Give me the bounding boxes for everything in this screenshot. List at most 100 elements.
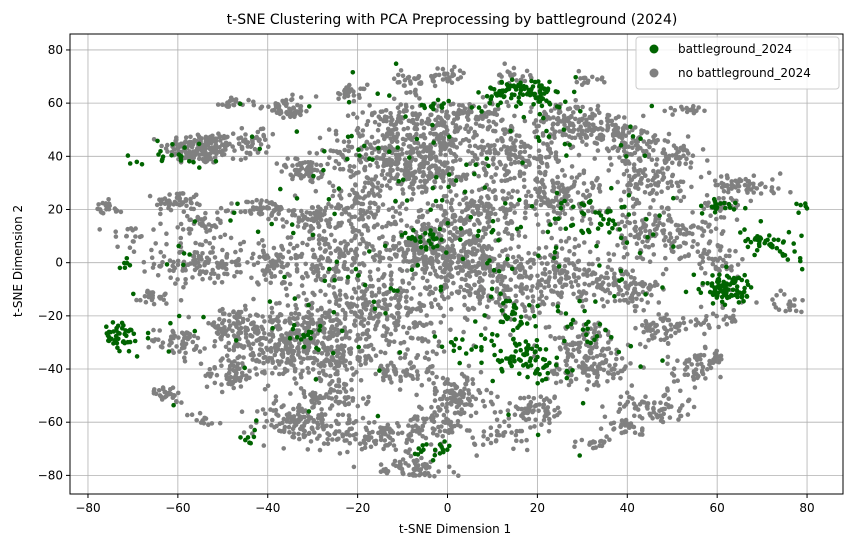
scatter-point [229,360,235,365]
scatter-point [384,247,389,253]
scatter-point [668,333,674,339]
scatter-point [328,387,334,392]
scatter-point [566,235,572,241]
scatter-point [244,199,249,205]
scatter-point [297,436,302,442]
scatter-point [210,250,215,255]
scatter-point [647,259,653,265]
scatter-point [220,247,225,253]
scatter-point [659,415,665,421]
scatter-point [663,243,668,248]
scatter-point [331,285,336,290]
scatter-point [234,269,240,275]
scatter-point [264,418,270,424]
scatter-point [396,241,402,246]
scatter-point [485,220,491,225]
scatter-point [279,359,284,364]
scatter-point [551,184,556,189]
scatter-point [460,390,466,395]
scatter-point [657,408,662,414]
scatter-point [558,226,563,232]
scatter-point [580,304,585,309]
scatter-point [310,290,316,296]
scatter-point [582,355,587,360]
scatter-point [401,141,406,147]
scatter-point [582,281,587,287]
scatter-point [418,81,424,86]
scatter-point [435,259,441,265]
scatter-point [659,205,665,210]
scatter-point [651,252,657,257]
scatter-point [173,138,178,144]
scatter-point [333,394,339,400]
scatter-point [256,241,262,246]
scatter-point [268,280,274,286]
scatter-point [250,341,256,347]
scatter-point [286,424,292,430]
scatter-point [543,155,549,160]
scatter-point [612,271,617,277]
scatter-point [539,261,545,266]
scatter-point [277,326,283,331]
scatter-point [522,144,528,150]
scatter-point [429,73,434,79]
scatter-point [412,414,418,419]
scatter-point [272,425,277,430]
scatter-point [248,211,254,216]
scatter-point [571,347,576,353]
scatter-point [503,127,508,132]
scatter-point [349,366,355,371]
scatter-point [528,193,534,199]
scatter-point [231,333,237,338]
scatter-point [617,401,623,407]
scatter-point [509,194,514,200]
scatter-point [531,155,537,161]
scatter-point [404,90,409,96]
scatter-point [414,355,419,361]
scatter-point [592,156,597,161]
scatter-point [335,138,340,143]
scatter-point [336,383,342,389]
scatter-point [655,414,660,420]
scatter-point [268,259,273,265]
scatter-point [644,141,650,147]
scatter-point [601,353,607,358]
scatter-point [665,340,671,346]
scatter-point [389,277,394,283]
scatter-point [259,198,264,203]
scatter-point [641,400,647,405]
scatter-point [273,259,279,265]
scatter-point [260,238,265,243]
scatter-point [377,259,383,264]
scatter-point [192,267,198,273]
scatter-point [362,445,368,451]
scatter-point [274,317,279,322]
scatter-point [486,210,491,215]
scatter-point [592,361,597,367]
scatter-point [158,249,163,255]
scatter-point [624,390,630,396]
scatter-point [456,402,462,408]
scatter-point [699,361,704,367]
scatter-point [544,295,549,301]
scatter-point [289,311,294,317]
scatter-point [296,431,301,437]
scatter-point [656,312,661,317]
scatter-point [241,430,247,435]
scatter-point [230,97,235,102]
scatter-point [569,175,575,180]
scatter-point [341,265,347,270]
scatter-point [463,126,468,131]
scatter-point [288,320,293,326]
scatter-point [534,212,539,217]
scatter-point [481,434,486,439]
scatter-point [383,108,389,113]
scatter-point [712,178,718,184]
scatter-point [769,185,775,190]
scatter-point [213,146,219,151]
scatter-point [364,302,370,308]
scatter-point [360,128,366,133]
scatter-point [498,409,503,415]
scatter-point [333,159,339,164]
scatter-point [431,330,437,335]
